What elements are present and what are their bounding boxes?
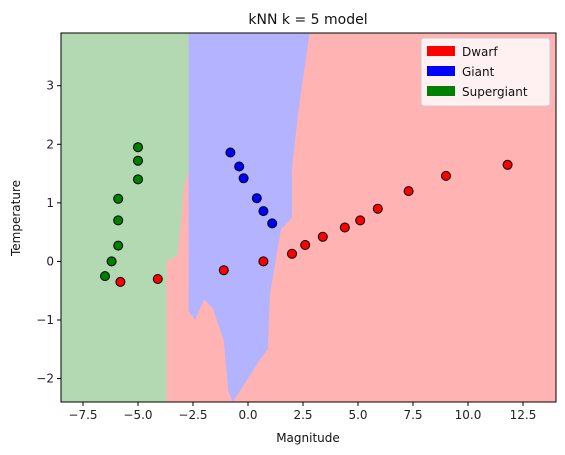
chart-title: kNN k = 5 model	[248, 12, 367, 28]
legend-swatch-dwarf	[427, 46, 455, 56]
point-dwarf	[403, 186, 414, 197]
point-dwarf	[372, 203, 383, 214]
axes: −7.5 −5.0 −2.5 0.0 2.5 5.0 7.5 10.0 12.5 −2 −1 0 1 2 3	[36, 32, 557, 422]
point-dwarf	[152, 274, 163, 284]
data-points	[100, 142, 513, 287]
point-giant	[225, 147, 236, 158]
point-supergiant	[133, 155, 143, 166]
point-dwarf	[355, 215, 366, 226]
region-giant	[188, 33, 310, 402]
point-giant	[238, 173, 249, 184]
point-dwarf	[317, 231, 328, 242]
y-tick-label: −2	[36, 372, 54, 386]
point-supergiant	[106, 256, 117, 267]
point-supergiant	[113, 215, 124, 226]
point-dwarf	[441, 170, 451, 181]
point-giant	[267, 218, 278, 229]
point-dwarf	[115, 276, 126, 287]
point-dwarf	[287, 248, 297, 259]
x-tick-label: 7.5	[403, 408, 422, 422]
plot-frame	[60, 32, 557, 403]
point-giant	[258, 206, 269, 217]
point-dwarf	[502, 159, 513, 170]
point-supergiant	[133, 142, 143, 153]
x-tick-label: −5.0	[123, 408, 152, 422]
x-tick-label: −2.5	[178, 408, 207, 422]
y-tick-label: −1	[36, 313, 54, 327]
point-dwarf	[218, 265, 229, 276]
point-dwarf	[339, 222, 350, 233]
y-axis-label: Temperature	[9, 180, 23, 257]
legend-label-dwarf: Dwarf	[462, 45, 498, 59]
y-tick-label: 2	[46, 137, 54, 151]
x-axis-label: Magnitude	[276, 431, 340, 445]
legend-label-supergiant: Supergiant	[462, 85, 528, 99]
legend-label-giant: Giant	[462, 65, 495, 79]
x-tick-label: 2.5	[293, 408, 312, 422]
x-tick-label: 12.5	[510, 408, 537, 422]
point-supergiant	[113, 240, 124, 251]
y-tick-label: 0	[46, 254, 54, 268]
point-dwarf	[258, 256, 269, 267]
x-tick-label: 5.0	[348, 408, 367, 422]
x-tick-label: 0.0	[238, 408, 257, 422]
point-supergiant	[133, 174, 143, 185]
x-tick-label: −7.5	[68, 408, 97, 422]
y-tick-label: 3	[46, 79, 54, 93]
legend-swatch-supergiant	[427, 86, 455, 96]
point-supergiant	[100, 271, 110, 282]
legend: Dwarf Giant Supergiant	[420, 37, 551, 107]
x-tick-label: 10.0	[455, 408, 482, 422]
region-supergiant	[61, 33, 189, 402]
legend-swatch-giant	[427, 66, 455, 76]
y-tick-label: 1	[46, 196, 54, 210]
point-supergiant	[113, 193, 124, 204]
point-giant	[234, 161, 245, 172]
point-giant	[251, 193, 262, 204]
point-dwarf	[300, 240, 311, 250]
